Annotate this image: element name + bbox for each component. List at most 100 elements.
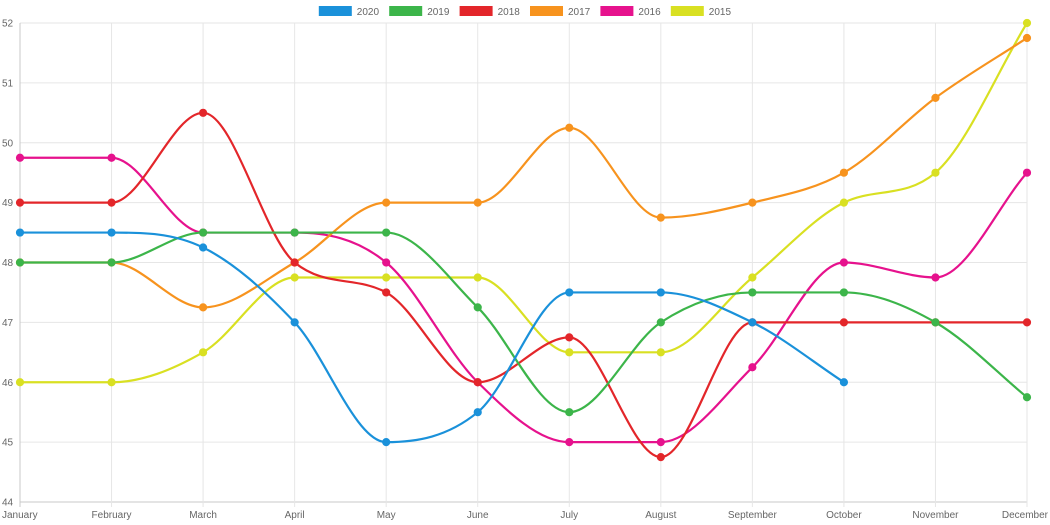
- series-2018-point[interactable]: [15, 198, 25, 207]
- grid: [19, 22, 1028, 507]
- series-2019-point[interactable]: [198, 228, 208, 237]
- x-tick-label: August: [645, 510, 676, 521]
- series-2018-point[interactable]: [382, 288, 391, 297]
- series-2015-point[interactable]: [290, 273, 299, 282]
- series-2020-point[interactable]: [107, 228, 116, 237]
- series-2016-point[interactable]: [839, 258, 849, 267]
- series-2020-point[interactable]: [382, 438, 391, 447]
- series-2016-point[interactable]: [107, 153, 116, 162]
- series-2018-point[interactable]: [839, 318, 849, 327]
- series-2016-point[interactable]: [931, 273, 940, 282]
- series-2015-point[interactable]: [473, 273, 482, 282]
- series-2017-point[interactable]: [656, 213, 665, 222]
- series-2018-point[interactable]: [107, 198, 116, 207]
- legend-swatch: [389, 6, 423, 16]
- series-2019-point[interactable]: [565, 408, 574, 417]
- legend-label: 2018: [498, 7, 521, 18]
- series-2019-point[interactable]: [748, 288, 757, 297]
- legend-swatch: [670, 6, 704, 16]
- axes: 44 45 46 47 48 49 50 51 52 January February March Ap…: [2, 19, 1049, 522]
- y-tick-label: 45: [2, 438, 14, 449]
- x-tick-label: June: [467, 510, 489, 521]
- series-2016-point[interactable]: [15, 153, 25, 162]
- series-2017-point[interactable]: [748, 198, 757, 207]
- series-2020-point[interactable]: [473, 408, 482, 417]
- y-tick-label: 44: [2, 498, 14, 509]
- series-2017-point[interactable]: [931, 93, 940, 102]
- series-2016-point[interactable]: [1022, 168, 1032, 177]
- legend-swatch: [318, 6, 352, 16]
- series-2016-point[interactable]: [656, 438, 665, 447]
- legend[interactable]: 2020 2019 2018 2017 2016 2015: [318, 6, 732, 18]
- series-2020-point[interactable]: [748, 318, 757, 327]
- series-2015-point[interactable]: [198, 348, 208, 357]
- series-2018-point[interactable]: [198, 108, 208, 117]
- legend-label: 2015: [709, 7, 732, 18]
- series-2015-point[interactable]: [748, 273, 757, 282]
- legend-swatch: [459, 6, 493, 16]
- data-points: [15, 18, 1032, 462]
- series-2019-point[interactable]: [382, 228, 391, 237]
- legend-label: 2020: [357, 7, 380, 18]
- series-2020-point[interactable]: [290, 318, 299, 327]
- series-2018-point[interactable]: [656, 452, 665, 462]
- series-2020-point[interactable]: [839, 378, 849, 387]
- x-tick-label: July: [560, 510, 578, 521]
- series-2019-point[interactable]: [839, 288, 849, 297]
- x-tick-label: November: [912, 510, 959, 521]
- legend-item-2015[interactable]: 2015: [670, 6, 732, 18]
- series-2017-point[interactable]: [839, 168, 849, 177]
- legend-label: 2019: [427, 7, 450, 18]
- series-2016-point[interactable]: [382, 258, 391, 267]
- series-2015-point[interactable]: [931, 168, 940, 177]
- y-tick-label: 51: [2, 78, 14, 89]
- x-tick-label: December: [1002, 510, 1049, 521]
- series-2017-point[interactable]: [382, 198, 391, 207]
- series-2017-point[interactable]: [198, 303, 208, 312]
- y-tick-label: 48: [2, 258, 14, 269]
- series-2019-line: [20, 231, 1028, 414]
- series-2015-point[interactable]: [1022, 18, 1032, 28]
- series-2018-point[interactable]: [290, 258, 299, 267]
- series-2019-point[interactable]: [107, 258, 116, 267]
- series-2020-point[interactable]: [198, 243, 208, 252]
- legend-item-2016[interactable]: 2016: [600, 6, 661, 18]
- series-2017-point[interactable]: [565, 123, 574, 132]
- series-2016-point[interactable]: [748, 363, 757, 372]
- series-2019-point[interactable]: [656, 318, 665, 327]
- series-2015-point[interactable]: [839, 198, 849, 207]
- series-2016-line: [20, 156, 1028, 444]
- legend-item-2018[interactable]: 2018: [459, 6, 521, 18]
- series-2018-point[interactable]: [1022, 318, 1032, 327]
- series-2015-point[interactable]: [382, 273, 391, 282]
- series-2016-point[interactable]: [565, 438, 574, 447]
- series-2020-line: [20, 231, 845, 444]
- x-tick-label: October: [826, 510, 862, 521]
- series-2019-point[interactable]: [290, 228, 299, 237]
- x-tick-label: September: [728, 510, 778, 521]
- series-2017-point[interactable]: [1022, 33, 1032, 43]
- series-2018-point[interactable]: [473, 378, 482, 387]
- legend-swatch: [530, 6, 563, 16]
- legend-item-2020[interactable]: 2020: [318, 6, 380, 18]
- series-2020-point[interactable]: [15, 228, 25, 237]
- series-2015-point[interactable]: [565, 348, 574, 357]
- y-tick-label: 46: [2, 378, 14, 389]
- series-2019-point[interactable]: [473, 303, 482, 312]
- series-2015-point[interactable]: [107, 378, 116, 387]
- legend-item-2017[interactable]: 2017: [530, 6, 591, 18]
- y-tick-label: 47: [2, 318, 14, 329]
- series-2019-point[interactable]: [1022, 393, 1032, 402]
- legend-item-2019[interactable]: 2019: [389, 6, 450, 18]
- legend-label: 2017: [568, 7, 591, 18]
- series-2019-point[interactable]: [15, 258, 25, 267]
- series-2017-point[interactable]: [473, 198, 482, 207]
- series-2018-point[interactable]: [565, 333, 574, 342]
- x-tick-label: March: [189, 510, 217, 521]
- series-2015-point[interactable]: [15, 378, 25, 387]
- series-2019-point[interactable]: [931, 318, 940, 327]
- series-2020-point[interactable]: [565, 288, 574, 297]
- series-2020-point[interactable]: [656, 288, 665, 297]
- series-2015-point[interactable]: [656, 348, 665, 357]
